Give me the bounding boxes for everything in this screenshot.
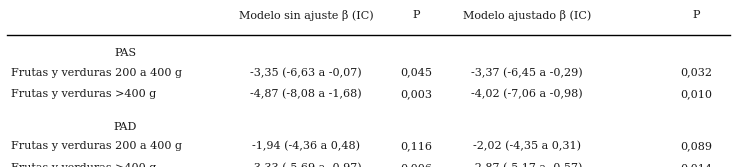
Text: 0,010: 0,010: [680, 89, 713, 99]
Text: -4,02 (-7,06 a -0,98): -4,02 (-7,06 a -0,98): [471, 89, 583, 100]
Text: 0,089: 0,089: [680, 141, 713, 151]
Text: PAD: PAD: [113, 122, 137, 132]
Text: -3,35 (-6,63 a -0,07): -3,35 (-6,63 a -0,07): [250, 67, 362, 78]
Text: -2,02 (-4,35 a 0,31): -2,02 (-4,35 a 0,31): [473, 141, 581, 151]
Text: Frutas y verduras >400 g: Frutas y verduras >400 g: [11, 163, 156, 167]
Text: Frutas y verduras 200 a 400 g: Frutas y verduras 200 a 400 g: [11, 141, 182, 151]
Text: Frutas y verduras 200 a 400 g: Frutas y verduras 200 a 400 g: [11, 68, 182, 78]
Text: -3,37 (-6,45 a -0,29): -3,37 (-6,45 a -0,29): [471, 67, 583, 78]
Text: 0,006: 0,006: [400, 163, 433, 167]
Text: 0,116: 0,116: [400, 141, 433, 151]
Text: P: P: [693, 10, 700, 20]
Text: 0,045: 0,045: [400, 68, 433, 78]
Text: -4,87 (-8,08 a -1,68): -4,87 (-8,08 a -1,68): [250, 89, 362, 100]
Text: 0,032: 0,032: [680, 68, 713, 78]
Text: -1,94 (-4,36 a 0,48): -1,94 (-4,36 a 0,48): [252, 141, 360, 151]
Text: P: P: [413, 10, 420, 20]
Text: 0,014: 0,014: [680, 163, 713, 167]
Text: Frutas y verduras >400 g: Frutas y verduras >400 g: [11, 89, 156, 99]
Text: Modelo ajustado β (IC): Modelo ajustado β (IC): [463, 10, 591, 21]
Text: -2,87 (-5,17 a -0,57): -2,87 (-5,17 a -0,57): [471, 163, 583, 167]
Text: 0,003: 0,003: [400, 89, 433, 99]
Text: PAS: PAS: [114, 48, 136, 58]
Text: -3,33 (-5,69 a -0,97): -3,33 (-5,69 a -0,97): [250, 163, 362, 167]
Text: Modelo sin ajuste β (IC): Modelo sin ajuste β (IC): [239, 10, 373, 21]
